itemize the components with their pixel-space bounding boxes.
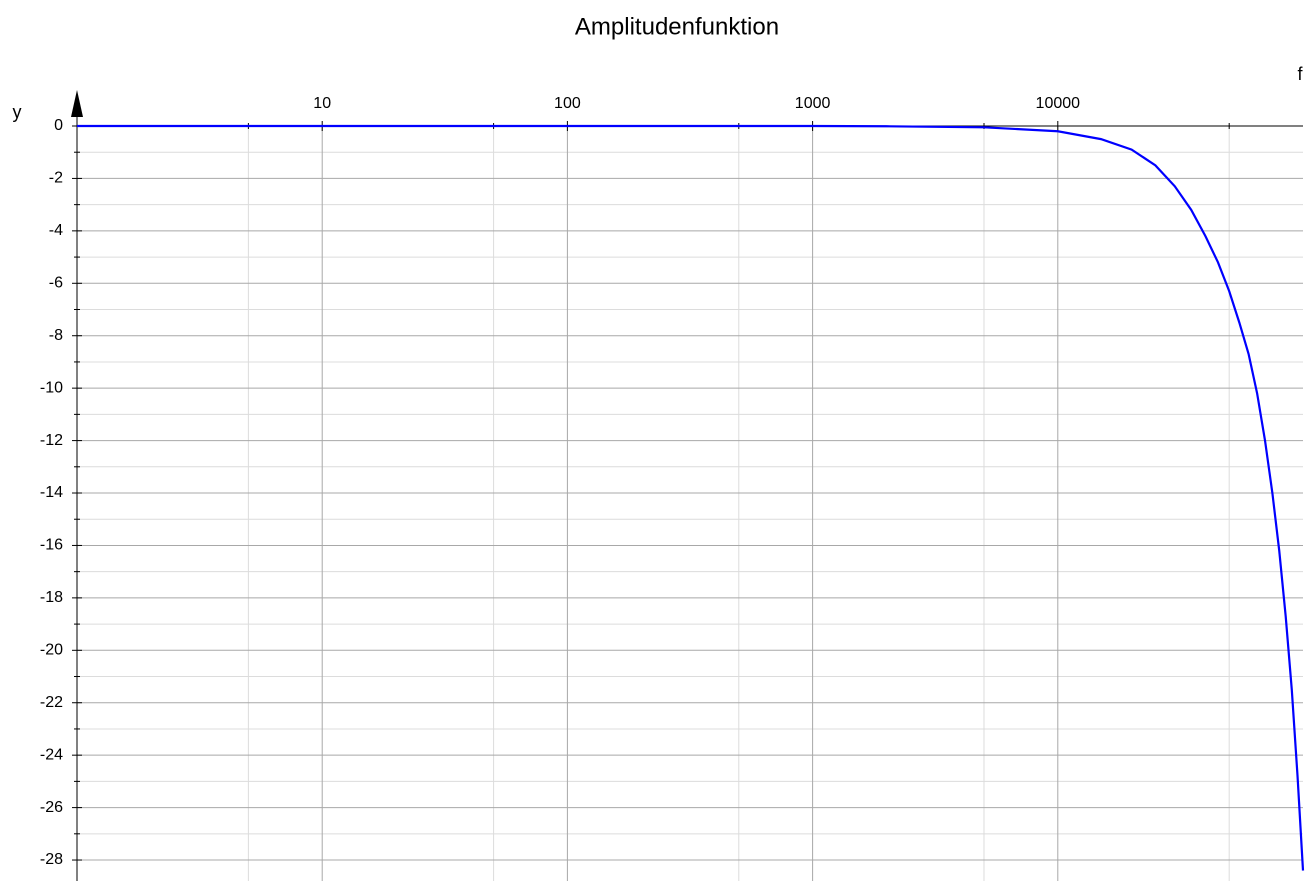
y-tick-label: -12 xyxy=(40,432,63,449)
y-tick-label: -24 xyxy=(40,746,63,763)
y-tick-label: -26 xyxy=(40,799,63,816)
y-tick-label: -8 xyxy=(49,327,63,344)
x-tick-label: 100 xyxy=(554,95,581,112)
x-axis-title: f xyxy=(1297,64,1303,84)
x-tick-label: 1000 xyxy=(795,95,831,112)
data-line xyxy=(77,124,1305,871)
y-tick-label: -6 xyxy=(49,275,63,292)
chart-title: Amplitudenfunktion xyxy=(575,13,779,40)
y-tick-label: -20 xyxy=(40,642,63,659)
x-tick-label: 10000 xyxy=(1036,95,1081,112)
y-tick-label: 0 xyxy=(54,117,63,134)
y-tick-label: -10 xyxy=(40,379,63,396)
y-tick-label: -18 xyxy=(40,589,63,606)
y-tick-label: -4 xyxy=(49,222,63,239)
y-tick-label: -28 xyxy=(40,851,63,868)
x-tick-label: 10 xyxy=(313,95,331,112)
y-tick-label: -16 xyxy=(40,537,63,554)
y-tick-label: -2 xyxy=(49,170,63,187)
y-axis-arrow xyxy=(71,90,83,117)
y-tick-label: -22 xyxy=(40,694,63,711)
y-axis-title: y xyxy=(13,102,22,122)
y-tick-label: -14 xyxy=(40,484,63,501)
